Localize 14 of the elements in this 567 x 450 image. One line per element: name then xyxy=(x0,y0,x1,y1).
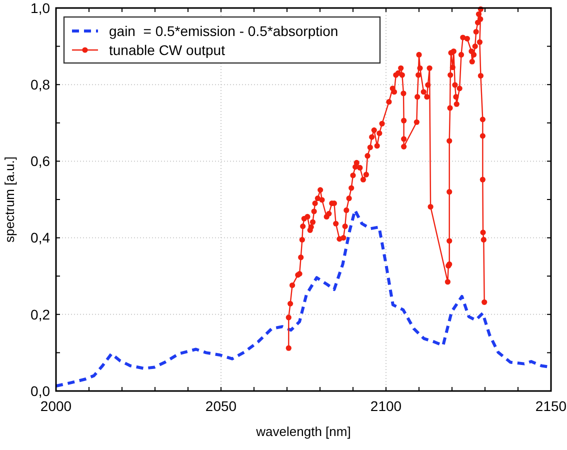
x-axis-title: wavelength [nm] xyxy=(255,424,351,439)
x-tick-label: 2100 xyxy=(370,398,402,414)
legend-label: gain = 0.5*emission - 0.5*absorption xyxy=(109,22,338,39)
y-axis-title: spectrum [a.u.] xyxy=(2,156,17,242)
y-tick-label: 0,2 xyxy=(30,306,50,322)
x-tick-label: 2150 xyxy=(535,398,567,414)
y-tick-label: 0,6 xyxy=(30,153,50,170)
y-tick-label: 0,0 xyxy=(30,382,50,399)
y-tick-label: 1,0 xyxy=(30,0,50,16)
x-tick-label: 2050 xyxy=(205,398,237,414)
y-tick-label: 0,8 xyxy=(30,76,50,92)
y-tick-label: 0,4 xyxy=(30,230,50,246)
legend-label: tunable CW output xyxy=(109,42,226,58)
x-tick-label: 2000 xyxy=(40,398,72,414)
